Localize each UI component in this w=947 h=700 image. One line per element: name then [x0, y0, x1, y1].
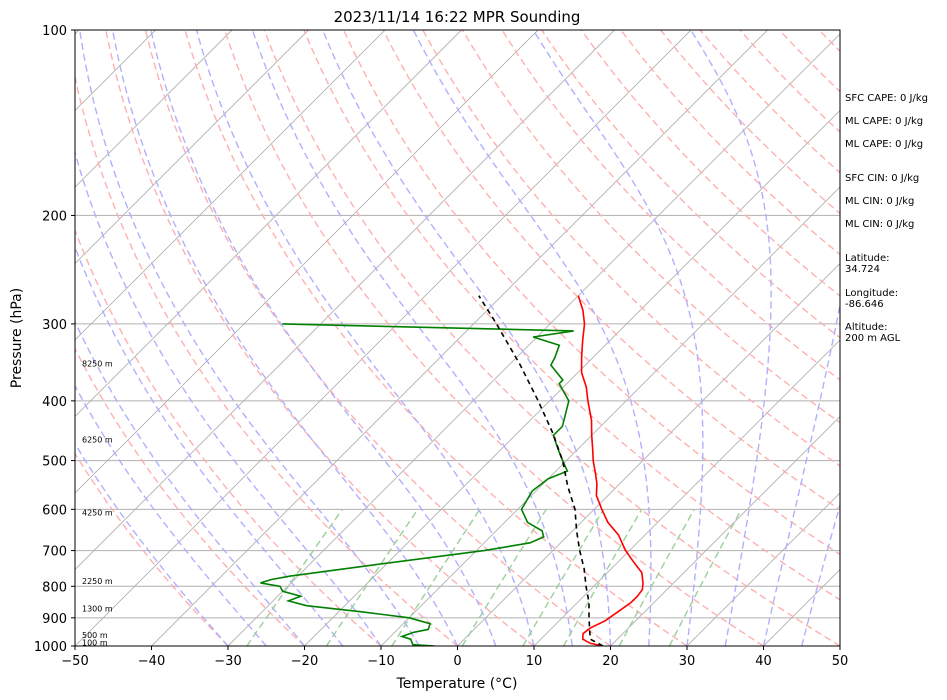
y-tick-label: 400 — [42, 395, 67, 410]
height-marker: 2250 m — [82, 577, 113, 586]
dry-adiabat — [105, 30, 535, 646]
isotherm-line — [75, 30, 615, 571]
moist-adiabat — [75, 384, 267, 646]
dry-adiabat — [620, 30, 840, 256]
y-tick-label: 700 — [42, 545, 67, 560]
latitude-label: Latitude: 34.724 — [845, 253, 890, 275]
moist-adiabat — [75, 442, 229, 646]
dry-adiabat — [342, 30, 840, 556]
mixing-ratio-line — [391, 508, 481, 646]
mixing-ratio-line — [461, 508, 547, 646]
x-tick-label: −30 — [214, 654, 241, 669]
moist-adiabat — [195, 30, 535, 646]
height-marker: 6250 m — [82, 435, 113, 444]
isotherm-line — [0, 30, 3, 646]
moist-adiabat — [150, 30, 497, 646]
ml-cape-label: ML CAPE: 0 J/kg — [845, 116, 924, 127]
x-tick-label: 40 — [755, 654, 772, 669]
longitude-label: Longitude: -86.646 — [845, 288, 899, 310]
dry-adiabat — [382, 30, 840, 511]
x-tick-label: 30 — [679, 654, 696, 669]
x-tick-label: 0 — [453, 654, 461, 669]
x-tick-label: −40 — [138, 654, 165, 669]
dry-adiabat — [75, 228, 382, 646]
x-tick-label: 20 — [602, 654, 619, 669]
moist-adiabat — [762, 301, 840, 646]
x-tick-label: 50 — [832, 654, 849, 669]
mixing-ratio-line — [668, 508, 742, 646]
y-tick-label: 100 — [42, 24, 67, 39]
moist-adiabat — [75, 245, 344, 646]
moist-adiabat — [532, 30, 704, 646]
moist-adiabat — [75, 320, 306, 646]
dry-adiabat — [580, 30, 840, 297]
y-tick-label: 800 — [42, 580, 67, 595]
isotherm-line — [610, 415, 840, 646]
dry-adiabat — [224, 30, 764, 646]
sfc-cin-label: SFC CIN: 0 J/kg — [845, 173, 920, 184]
isotherm-line — [457, 262, 840, 646]
x-tick-label: −50 — [61, 654, 88, 669]
dry-adiabat — [699, 30, 840, 174]
moist-adiabat — [75, 150, 382, 646]
isotherm-line — [75, 30, 462, 418]
isotherm-line — [75, 30, 539, 494]
y-axis-label: Pressure (hPa) — [9, 288, 25, 388]
moist-adiabat — [801, 502, 840, 646]
y-tick-label: 200 — [42, 209, 67, 224]
x-axis-label: Temperature (°C) — [396, 676, 518, 692]
isotherm-line — [304, 109, 840, 646]
isotherm-line — [75, 30, 386, 341]
mixing-ratio-line — [325, 508, 419, 646]
x-tick-label: −20 — [291, 654, 318, 669]
dry-adiabat — [75, 452, 229, 646]
moist-adiabat — [111, 30, 459, 646]
dry-adiabat — [184, 30, 688, 646]
y-tick-label: 300 — [42, 318, 67, 333]
moist-adiabat — [690, 30, 772, 646]
y-tick-label: 500 — [42, 455, 67, 470]
ml-cape-label-2: ML CAPE: 0 J/kg — [845, 139, 924, 150]
isotherm-line — [380, 186, 840, 646]
y-tick-label: 900 — [42, 612, 67, 627]
height-marker: 100 m — [82, 639, 108, 648]
height-marker: 8250 m — [82, 360, 113, 369]
mixing-ratio-line — [522, 508, 605, 646]
height-marker: 1300 m — [82, 605, 113, 614]
isotherm-line — [533, 339, 840, 646]
sfc-cape-label: SFC CAPE: 0 J/kg — [845, 93, 928, 104]
moist-adiabat — [412, 30, 652, 646]
dry-adiabat — [75, 73, 458, 646]
dry-adiabat — [144, 30, 611, 646]
dewpoint-profile — [260, 323, 574, 646]
ml-cin-label: ML CIN: 0 J/kg — [845, 196, 915, 207]
isotherm-line — [75, 30, 309, 265]
y-tick-label: 600 — [42, 503, 67, 518]
x-tick-label: −10 — [367, 654, 394, 669]
isotherm-line — [686, 492, 840, 646]
dry-adiabat — [303, 30, 840, 601]
mixing-ratio-line — [562, 508, 643, 646]
dry-adiabat — [660, 30, 840, 215]
mixing-ratio-line — [246, 508, 343, 646]
moist-adiabat — [251, 30, 573, 646]
dry-adiabat — [422, 30, 840, 467]
altitude-label: Altitude: 200 m AGL — [845, 322, 901, 344]
height-marker: 500 m — [82, 631, 108, 640]
parcel-profile — [478, 295, 604, 646]
temperature-profile — [577, 295, 644, 646]
dry-adiabat — [501, 30, 840, 381]
height-marker: 4250 m — [82, 508, 113, 517]
moist-adiabat — [79, 30, 420, 646]
chart-title: 2023/11/14 16:22 MPR Sounding — [334, 8, 581, 26]
ml-cin-label-2: ML CIN: 0 J/kg — [845, 219, 915, 230]
isotherm-line — [151, 30, 768, 646]
isotherm-line — [75, 30, 692, 646]
plot-frame — [74, 29, 841, 647]
y-tick-label: 1000 — [34, 640, 67, 655]
isotherm-line — [75, 30, 233, 188]
x-tick-label: 10 — [526, 654, 543, 669]
mixing-ratio-line — [618, 508, 695, 646]
